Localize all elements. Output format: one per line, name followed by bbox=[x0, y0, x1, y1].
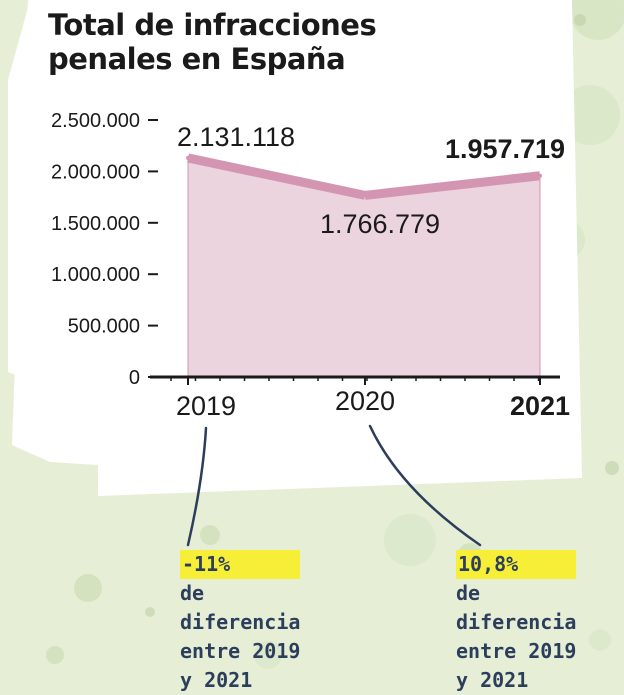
connector-right bbox=[368, 424, 482, 547]
connector-left bbox=[186, 426, 208, 547]
note-right: 10,8% de diferencia entre 2019 y 2021 bbox=[456, 550, 577, 695]
data-point-2020 bbox=[363, 193, 367, 198]
data-label-2021: 1.957.719 bbox=[445, 134, 565, 164]
note-right-line-2: diferencia bbox=[456, 610, 577, 634]
y-tick-label: 2.500.000 bbox=[51, 110, 140, 132]
y-tick-label: 500.000 bbox=[68, 316, 140, 338]
note-right-highlight: 10,8% bbox=[456, 550, 577, 579]
data-point-2021 bbox=[538, 173, 542, 178]
chart-title-line-1: Total de infracciones bbox=[48, 8, 377, 42]
data-label-2019: 2.131.118 bbox=[177, 122, 295, 152]
series-line-segment bbox=[364, 171, 541, 200]
x-tick-label-2019: 2019 bbox=[176, 391, 236, 421]
y-tick-label: 1.500.000 bbox=[51, 213, 140, 235]
y-tick-label: 1.000.000 bbox=[51, 264, 140, 286]
note-right-line-4: y 2021 bbox=[456, 668, 529, 692]
note-left-line-4: y 2021 bbox=[180, 668, 253, 692]
data-label-2020: 1.766.779 bbox=[320, 209, 440, 239]
y-tick-label: 0 bbox=[129, 367, 140, 389]
x-tick-label-2020: 2020 bbox=[335, 386, 395, 416]
chart-title-line-2: penales en España bbox=[48, 42, 346, 76]
chart-title: Total de infracciones penales en España bbox=[48, 8, 377, 76]
note-left-highlight: -11% bbox=[180, 550, 301, 579]
series-line-segment bbox=[187, 153, 366, 200]
y-tick-label: 2.000.000 bbox=[51, 161, 140, 183]
note-left-rest: de bbox=[180, 581, 205, 605]
note-left: -11% de diferencia entre 2019 y 2021 bbox=[180, 550, 301, 695]
note-left-line-1: -11% de bbox=[180, 550, 301, 608]
data-point-2019 bbox=[186, 155, 190, 160]
note-left-line-3: entre 2019 bbox=[180, 639, 301, 663]
x-tick-label-2021: 2021 bbox=[510, 391, 570, 421]
note-left-line-2: diferencia bbox=[180, 610, 301, 634]
note-right-line-1: 10,8% de bbox=[456, 550, 577, 608]
note-right-line-3: entre 2019 bbox=[456, 639, 577, 663]
note-right-rest: de bbox=[456, 581, 481, 605]
